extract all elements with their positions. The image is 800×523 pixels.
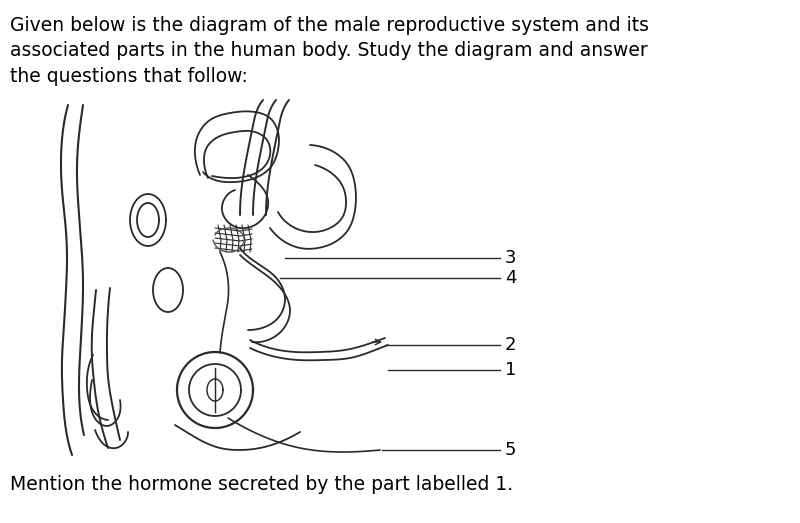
Text: Mention the hormone secreted by the part labelled 1.: Mention the hormone secreted by the part… xyxy=(10,475,513,494)
Text: 4: 4 xyxy=(505,269,517,287)
Text: 1: 1 xyxy=(505,361,516,379)
Text: 5: 5 xyxy=(505,441,517,459)
Text: 3: 3 xyxy=(505,249,517,267)
Text: Given below is the diagram of the male reproductive system and its
associated pa: Given below is the diagram of the male r… xyxy=(10,16,649,86)
Text: 2: 2 xyxy=(505,336,517,354)
